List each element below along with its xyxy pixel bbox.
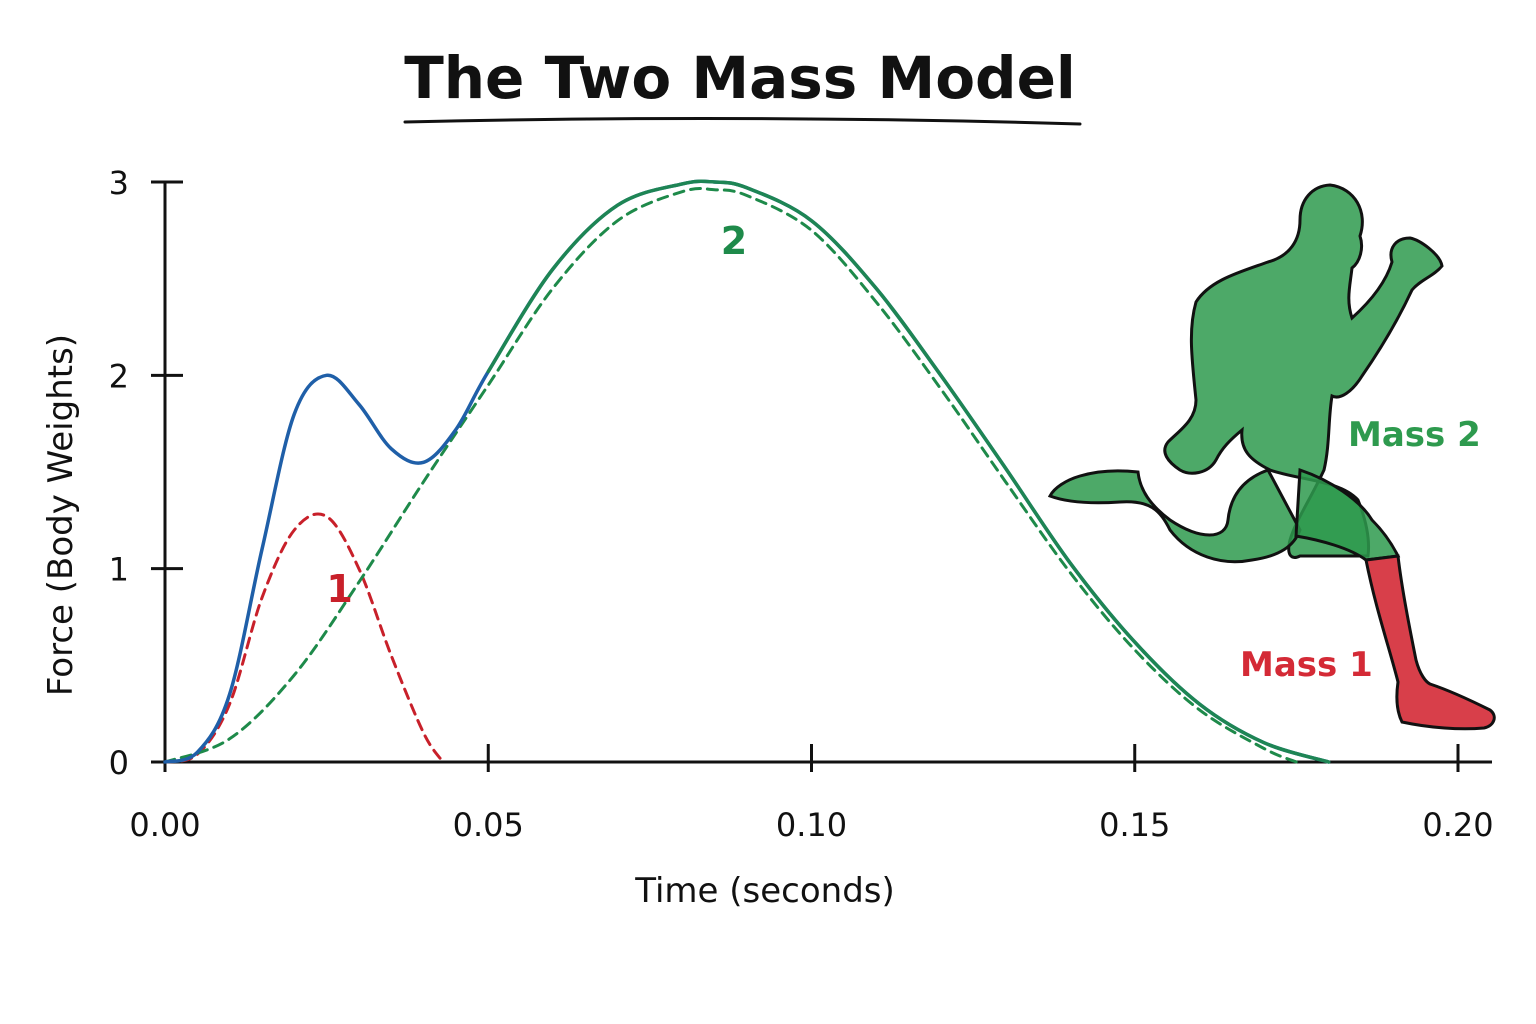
x-tick-label: 0.05	[453, 806, 524, 844]
x-tick-label: 0.20	[1422, 806, 1493, 844]
series-line-overlay	[486, 179, 1331, 764]
runner-illustration: Mass 2 Mass 1	[1047, 183, 1496, 731]
title-underline	[403, 116, 1082, 126]
curve-group	[163, 179, 1331, 764]
curve-2-label: 2	[721, 219, 747, 263]
y-tick-label: 2	[109, 357, 129, 395]
x-tick-label: 0.00	[129, 806, 200, 844]
mass-1-label: Mass 1	[1240, 645, 1373, 685]
y-tick-label: 1	[109, 551, 129, 589]
total-force-line	[163, 179, 1331, 764]
x-tick-label: 0.10	[776, 806, 847, 844]
mass-2-label: Mass 2	[1348, 415, 1481, 455]
runner-back-leg	[1047, 468, 1302, 564]
runner-front-thigh	[1294, 467, 1401, 562]
x-tick-label: 0.15	[1099, 806, 1170, 844]
series-2-dashed-line	[163, 187, 1298, 764]
y-tick-label: 3	[109, 164, 129, 202]
runner-upper-body	[1163, 183, 1444, 559]
y-tick-label: 0	[109, 744, 129, 782]
curve-1-label: 1	[326, 567, 352, 611]
chart-title: The Two Mass Model	[404, 44, 1076, 112]
runner-front-shin	[1364, 554, 1496, 731]
series-1-dashed-line	[163, 512, 445, 764]
annotation-group: 12	[326, 219, 747, 611]
x-axis-label: Time (seconds)	[634, 871, 895, 911]
y-axis-label: Force (Body Weights)	[41, 334, 81, 696]
